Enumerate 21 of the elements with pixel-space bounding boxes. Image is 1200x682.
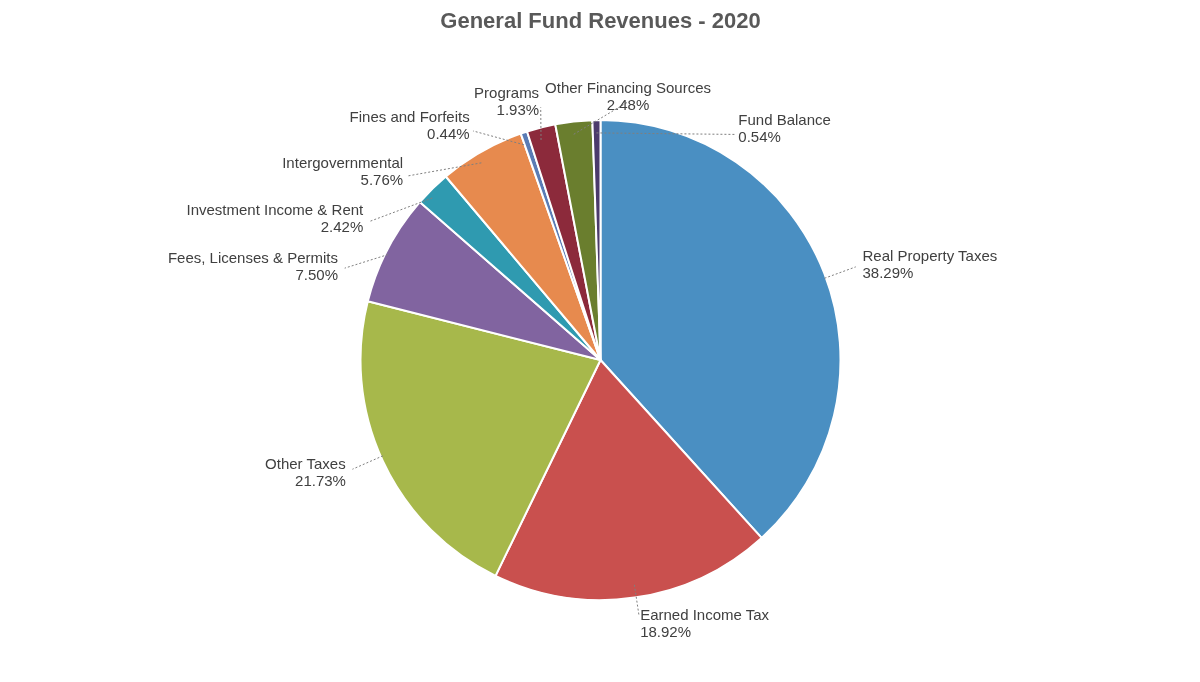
data-label: 2.48% xyxy=(606,95,650,113)
data-label: 2.42% xyxy=(320,217,364,235)
slice-label: Programs xyxy=(474,83,540,101)
slice-label: Fees, Licenses & Permits xyxy=(167,248,338,266)
data-label: 7.50% xyxy=(295,265,338,283)
slice-label: Investment Income & Rent xyxy=(186,200,365,218)
data-label: 38.29% xyxy=(862,264,914,282)
slice-label: Other Financing Sources xyxy=(545,78,711,96)
slice-label: Earned Income Tax xyxy=(640,606,770,624)
data-label: 1.93% xyxy=(496,100,540,118)
slice-label: Fines and Forfeits xyxy=(349,107,470,125)
data-label: 5.76% xyxy=(360,171,404,189)
data-label: 0.44% xyxy=(427,124,470,142)
data-label: 21.73% xyxy=(295,472,346,490)
chart-title: General Fund Revenues - 2020 xyxy=(440,7,761,33)
data-label: 0.54% xyxy=(738,128,781,146)
slice-label: Fund Balance xyxy=(738,111,831,129)
slice-label: Real Property Taxes xyxy=(862,247,998,265)
data-label: 18.92% xyxy=(640,623,692,641)
slice-label: Other Taxes xyxy=(265,455,346,473)
slice-label: Intergovernmental xyxy=(282,154,404,172)
